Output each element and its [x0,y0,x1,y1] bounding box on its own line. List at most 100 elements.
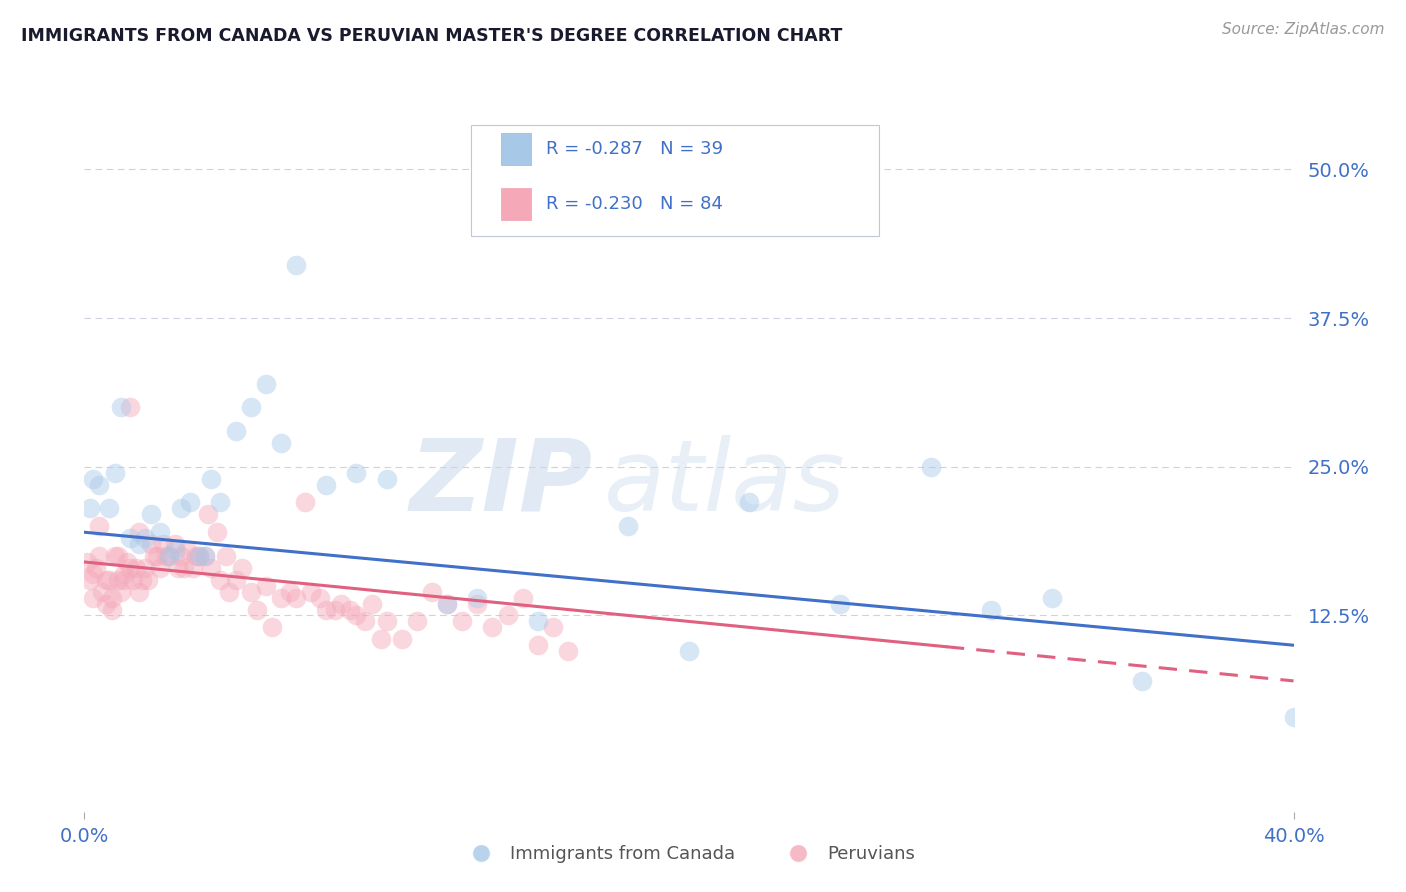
Point [136,573,159,587]
Point [1130,673,1153,688]
Point [128,584,150,599]
Point [617,519,640,533]
Point [157,549,180,563]
Point [104,549,127,563]
Point [270,436,292,450]
Point [254,579,277,593]
Point [527,615,550,629]
Point [200,472,222,486]
Point [420,584,443,599]
Point [79,573,101,587]
Point [167,561,190,575]
Point [100,591,122,605]
Point [94,573,117,587]
Point [104,466,127,480]
Point [467,591,489,605]
Text: R = -0.287   N = 39: R = -0.287 N = 39 [546,140,723,158]
Point [89,477,111,491]
Point [181,561,204,575]
Point [197,508,219,522]
Point [100,602,122,616]
Point [231,561,253,575]
Point [239,584,262,599]
Point [215,549,238,563]
Point [118,531,141,545]
Point [436,597,458,611]
Point [188,549,211,563]
Point [121,573,143,587]
Point [225,424,247,438]
Point [125,561,148,575]
Point [678,644,700,658]
Point [239,401,262,415]
Point [188,549,211,563]
Point [270,591,292,605]
Point [309,591,332,605]
Point [142,549,165,563]
Point [512,591,534,605]
Text: Source: ZipAtlas.com: Source: ZipAtlas.com [1222,22,1385,37]
Text: R = -0.230   N = 84: R = -0.230 N = 84 [546,195,723,213]
Point [360,597,382,611]
Point [354,615,377,629]
Point [170,501,193,516]
Y-axis label: Master's Degree: Master's Degree [0,381,8,529]
Point [278,584,301,599]
Point [285,591,308,605]
Point [107,549,129,563]
Text: IMMIGRANTS FROM CANADA VS PERUVIAN MASTER'S DEGREE CORRELATION CHART: IMMIGRANTS FROM CANADA VS PERUVIAN MASTE… [21,27,842,45]
Point [346,608,368,623]
Point [436,597,458,611]
Point [451,615,474,629]
Point [391,632,413,647]
Point [112,573,135,587]
Point [139,508,162,522]
Point [209,573,232,587]
Point [155,549,177,563]
Point [246,602,269,616]
Point [79,501,101,516]
Point [194,549,217,563]
Point [139,537,162,551]
Point [179,495,201,509]
Point [89,519,111,533]
Point [375,472,398,486]
Point [134,531,156,545]
Point [339,602,361,616]
Point [107,573,129,587]
Point [186,549,208,563]
Point [920,459,942,474]
Point [1040,591,1063,605]
Point [194,549,217,563]
Point [89,549,111,563]
Point [112,566,135,581]
Point [157,549,180,563]
Point [557,644,579,658]
Point [97,573,120,587]
Point [149,525,172,540]
Point [200,561,222,575]
Point [128,537,150,551]
Point [170,549,193,563]
Point [131,573,153,587]
Point [115,555,138,569]
Point [207,525,229,540]
Point [315,602,337,616]
Point [82,591,104,605]
Point [146,549,169,563]
Point [496,608,519,623]
Point [149,561,172,575]
Point [176,543,198,558]
Point [118,401,141,415]
Point [218,584,240,599]
Point [285,258,308,272]
Point [260,620,283,634]
Point [152,537,174,551]
Point [82,472,104,486]
Point [110,584,132,599]
Point [128,525,150,540]
Point [323,602,346,616]
Point [830,597,852,611]
Point [541,620,564,634]
Point [91,584,114,599]
